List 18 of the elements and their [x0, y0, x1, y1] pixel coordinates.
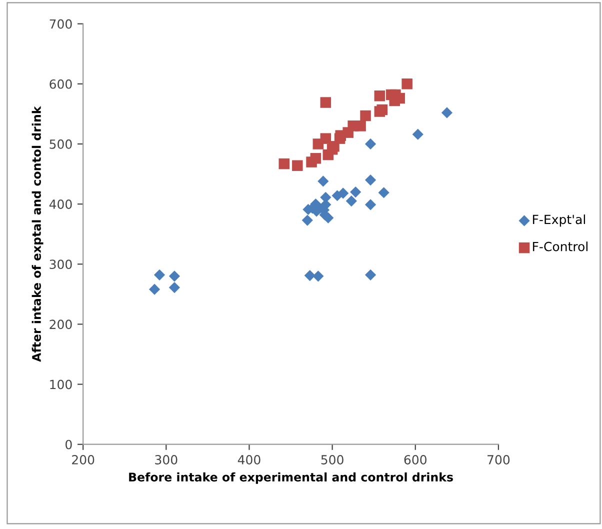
x-tick-label: 600: [404, 454, 426, 464]
y-tick-label: 500: [50, 139, 72, 149]
y-tick-label: 300: [50, 260, 72, 270]
legend-label: F-Expt'al: [532, 214, 585, 227]
y-tick-label: 700: [50, 19, 72, 29]
y-tick-label: 200: [50, 320, 72, 330]
x-tick-label: 200: [72, 454, 94, 464]
legend-label: F-Control: [532, 242, 588, 252]
x-axis-title: Before intake of experimental and control drinks: [129, 472, 453, 484]
x-tick-label: 400: [238, 454, 260, 464]
x-tick-label: 300: [155, 454, 178, 464]
x-tick-label: 500: [321, 454, 344, 464]
y-tick-label: 400: [49, 200, 72, 209]
y-axis-title: After intake of exptal and contol drink: [32, 106, 44, 362]
x-tick-label: 700: [488, 454, 510, 464]
y-tick-label: 100: [50, 380, 72, 390]
y-tick-label: 600: [50, 79, 72, 89]
y-tick-label: 0: [66, 440, 72, 450]
